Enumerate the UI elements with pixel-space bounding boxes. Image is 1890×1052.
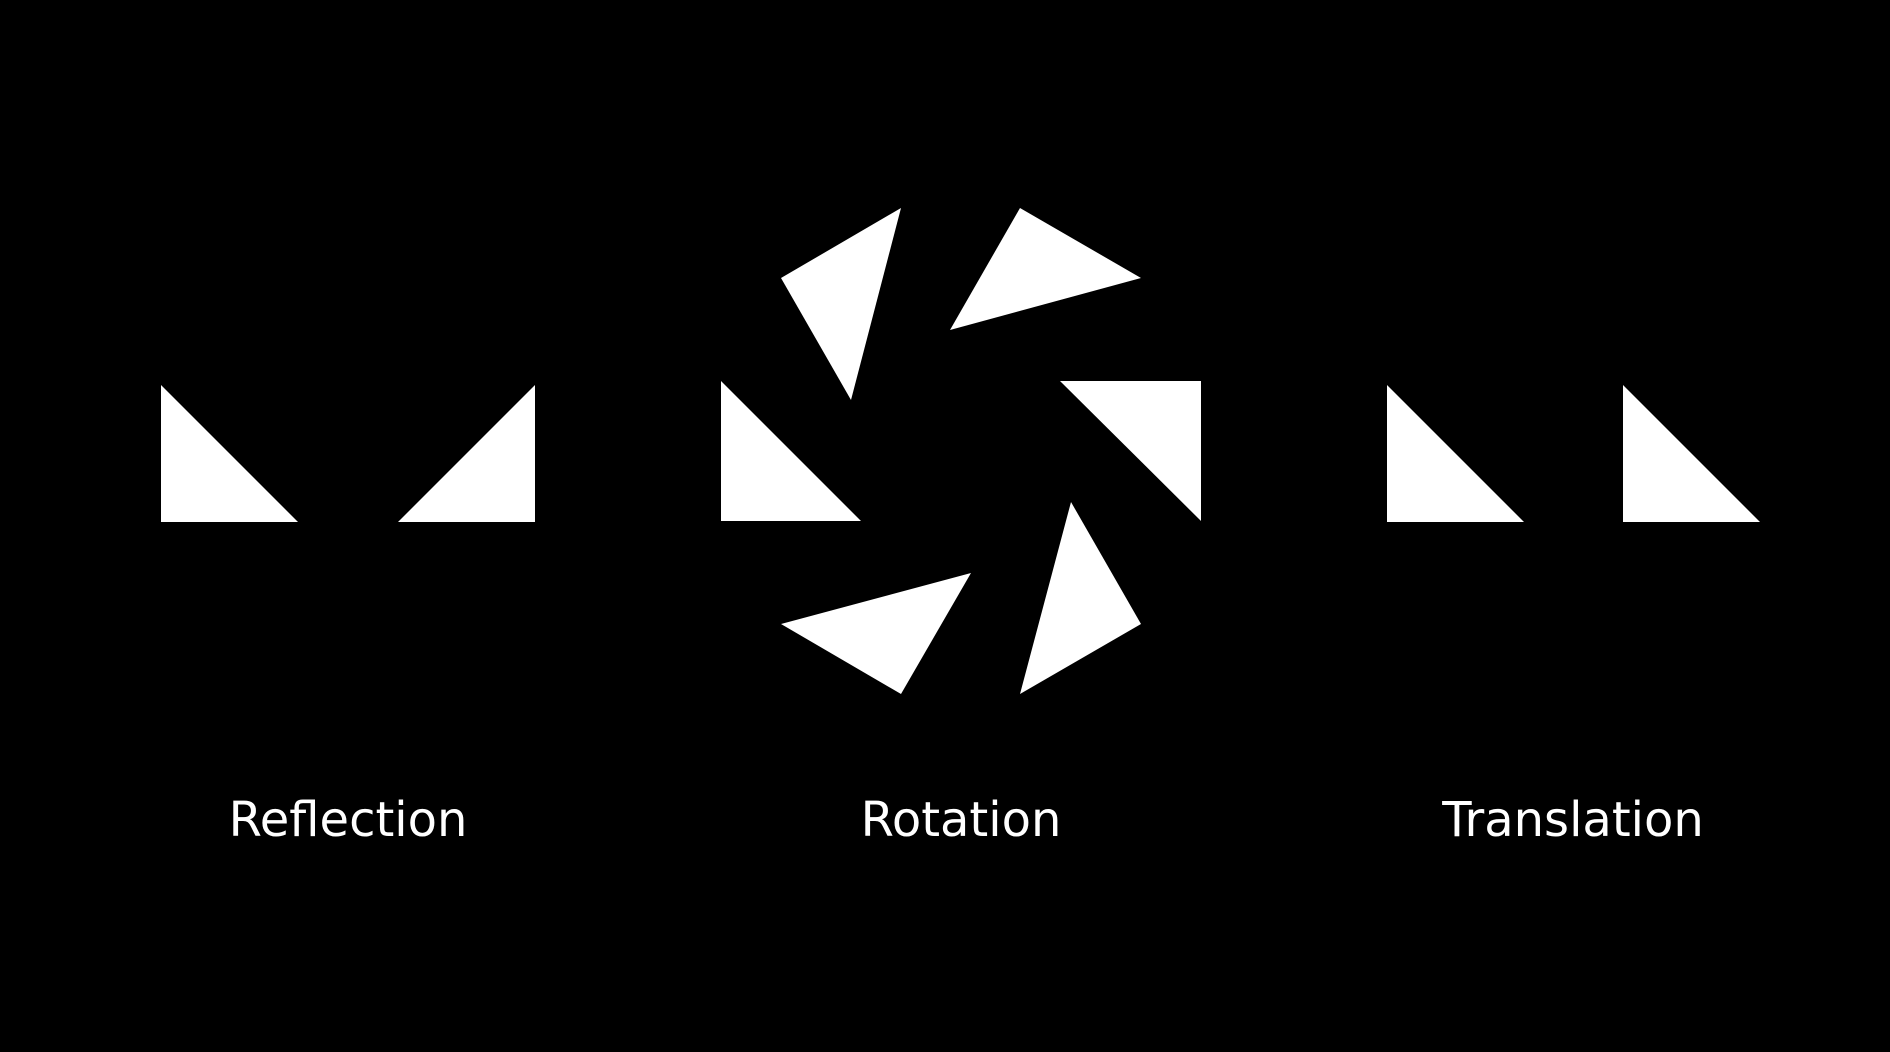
- rotation-triangle-top-left: [781, 208, 901, 400]
- rotation-triangle-bottom-right: [1020, 502, 1141, 694]
- reflection-triangle-left: [161, 385, 298, 522]
- translation-triangle-left: [1387, 385, 1524, 522]
- reflection-group: [161, 385, 535, 522]
- reflection-triangle-right: [398, 385, 535, 522]
- rotation-triangle-bottom-left: [781, 573, 971, 694]
- translation-triangle-right: [1623, 385, 1760, 522]
- translation-label: Translation: [1442, 792, 1704, 848]
- rotation-triangle-left: [721, 381, 861, 521]
- rotation-triangle-top-right: [950, 208, 1141, 330]
- rotation-triangle-right: [1060, 381, 1201, 521]
- translation-group: [1387, 385, 1760, 522]
- reflection-label: Reflection: [228, 792, 468, 848]
- rotation-group: [721, 208, 1201, 694]
- rotation-label: Rotation: [860, 792, 1062, 848]
